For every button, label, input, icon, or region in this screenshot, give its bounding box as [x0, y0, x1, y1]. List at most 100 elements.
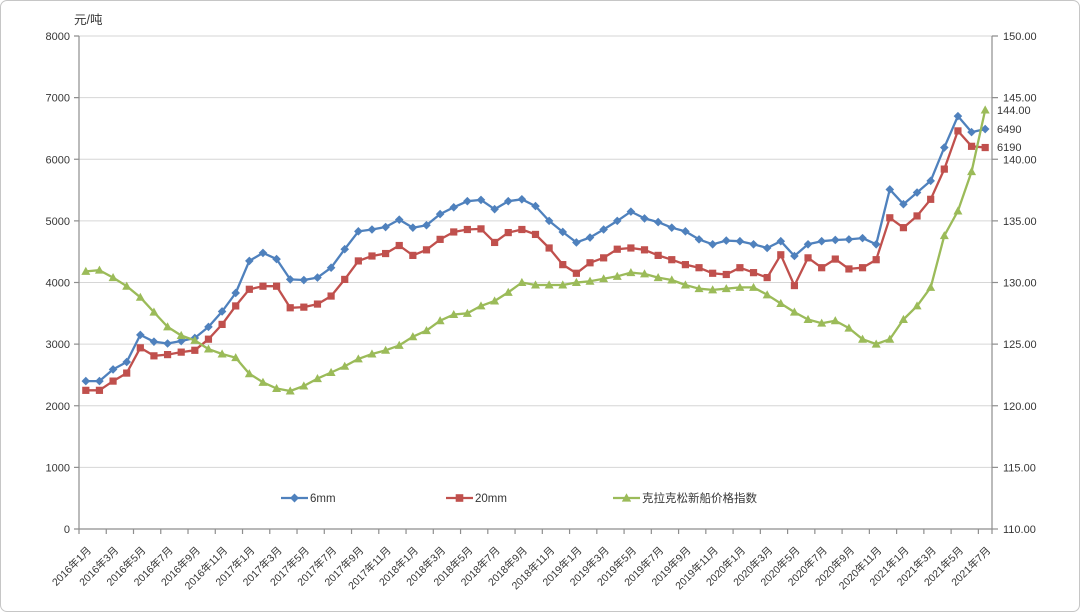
data-point: [858, 334, 868, 343]
data-point: [327, 292, 335, 300]
data-point: [149, 337, 159, 346]
data-point: [272, 383, 282, 392]
data-point: [163, 339, 172, 348]
data-point: [123, 369, 131, 377]
data-point: [912, 188, 922, 197]
left-axis-tick-label: 1000: [46, 462, 70, 474]
data-point: [258, 248, 268, 258]
data-point: [886, 214, 894, 222]
data-point: [299, 275, 309, 285]
data-point: [572, 238, 581, 247]
data-point: [381, 222, 390, 232]
data-point: [354, 227, 363, 236]
data-point: [571, 277, 581, 286]
data-point: [790, 281, 799, 290]
data-point: [940, 165, 948, 173]
data-point: [82, 386, 90, 394]
data-point: [559, 261, 567, 269]
data-point: [762, 243, 772, 253]
data-point: [122, 281, 132, 290]
series-20mm: [82, 127, 989, 394]
data-point: [735, 236, 745, 246]
data-point: [558, 280, 568, 289]
legend-label-20mm: 20mm: [475, 493, 507, 505]
data-point: [831, 255, 839, 263]
data-point: [95, 386, 104, 394]
data-point: [450, 228, 458, 236]
data-point: [981, 143, 989, 152]
data-point: [313, 300, 322, 308]
data-point: [163, 351, 172, 359]
x-axis-labels: 2016年1月2016年3月2016年5月2016年7月2016年9月2016年…: [49, 544, 993, 592]
data-point: [818, 264, 826, 272]
data-point: [340, 361, 350, 370]
data-point: [830, 316, 840, 325]
data-point: [326, 263, 336, 273]
data-point: [272, 282, 281, 290]
data-point: [585, 276, 595, 285]
data-point: [654, 251, 662, 259]
data-point: [844, 323, 854, 332]
data-point: [490, 296, 500, 305]
data-point: [395, 241, 403, 250]
data-point: [585, 233, 595, 242]
data-point: [204, 335, 213, 343]
series-line-20mm: [84, 129, 987, 392]
data-point: [299, 381, 309, 390]
series-markers-克拉克松新船价格指数: [81, 105, 990, 395]
data-point: [463, 225, 471, 234]
data-point: [258, 377, 268, 386]
data-point: [394, 215, 404, 224]
left-axis-tick-label: 7000: [46, 93, 70, 105]
right-axis-labels: 110.00 115.00 120.00 125.00 130.00 135.00 140.…: [1003, 31, 1037, 536]
data-point: [244, 369, 254, 378]
data-point: [136, 330, 145, 340]
series-line-克拉克松新船价格指数: [84, 108, 987, 393]
data-point: [367, 349, 377, 358]
left-axis-tick-label: 0: [64, 524, 70, 536]
data-point: [612, 216, 622, 226]
data-point: [435, 316, 445, 325]
data-point: [149, 307, 159, 316]
data-point: [203, 344, 213, 353]
data-point: [695, 264, 703, 272]
data-point: [954, 127, 962, 135]
data-point: [667, 223, 677, 232]
data-point: [176, 330, 186, 339]
series-layer: [81, 105, 990, 395]
data-point: [476, 195, 486, 205]
data-point: [953, 206, 963, 215]
data-point: [749, 282, 759, 291]
data-point: [749, 269, 758, 277]
data-point: [613, 245, 621, 253]
series-markers-20mm: [82, 127, 989, 394]
data-point: [653, 217, 663, 227]
data-point: [544, 216, 554, 226]
data-point: [871, 239, 881, 249]
data-point: [81, 266, 91, 275]
data-point: [422, 246, 431, 254]
data-point: [721, 284, 731, 293]
diamond-marker-icon: [290, 493, 299, 503]
data-point: [736, 264, 744, 272]
left-axis-tick-label: 6000: [46, 154, 70, 166]
data-point: [749, 239, 758, 249]
left-axis-unit-label: 元/吨: [74, 13, 103, 27]
data-point: [926, 282, 936, 291]
data-point: [259, 282, 267, 290]
data-point: [694, 235, 704, 244]
data-point: [776, 298, 786, 307]
legend: 6mm 20mm 克拉克松新船价格指数: [281, 491, 757, 505]
index-end-value-label: 144.00: [997, 105, 1031, 117]
data-point: [285, 275, 295, 284]
left-axis-tick-label: 4000: [46, 278, 70, 290]
data-point: [341, 275, 349, 284]
legend-label-index: 克拉克松新船价格指数: [642, 491, 757, 505]
left-axis-tick-label: 3000: [46, 339, 70, 351]
data-point: [708, 285, 718, 294]
data-point: [394, 340, 404, 349]
data-point: [135, 292, 145, 301]
data-point: [518, 225, 526, 234]
data-point: [95, 376, 104, 386]
data-point: [367, 225, 377, 234]
